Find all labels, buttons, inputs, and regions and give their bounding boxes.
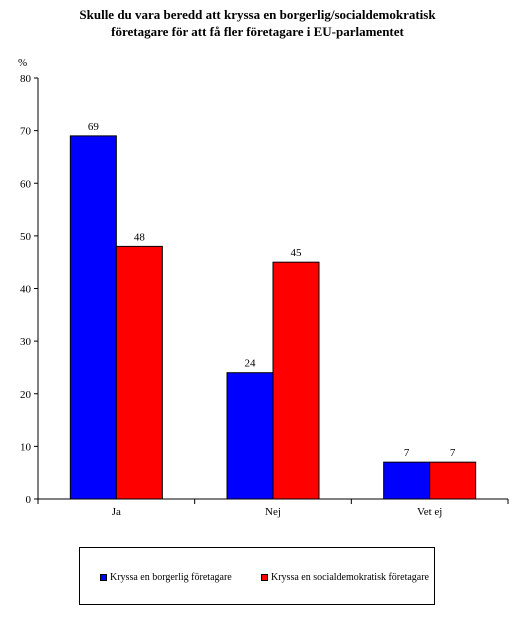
- chart-title-line-2: företagare för att få fler företagare i …: [111, 24, 404, 39]
- y-tick-label: 70: [20, 126, 32, 138]
- bar: [115, 245, 163, 500]
- legend-item-series-1: Kryssa en borgerlig företagare: [100, 572, 232, 583]
- legend-label-series-1: Kryssa en borgerlig företagare: [110, 572, 232, 583]
- y-tick-label: 30: [20, 336, 32, 348]
- y-tick-label: 20: [20, 389, 32, 401]
- y-tick-label: 40: [20, 284, 32, 296]
- bar: [272, 261, 320, 500]
- legend-label-series-2: Kryssa en socialdemokratisk företagare: [271, 572, 429, 583]
- y-tick-label: 0: [26, 494, 32, 506]
- data-label: 24: [245, 358, 257, 370]
- data-label: 7: [450, 447, 456, 459]
- legend-swatch-series-1: [100, 574, 107, 581]
- y-axis-label: %: [18, 57, 27, 69]
- data-label: 7: [404, 447, 410, 459]
- y-tick-label: 50: [20, 231, 32, 243]
- bar: [69, 135, 117, 500]
- chart-title-line-1: Skulle du vara beredd att kryssa en borg…: [79, 7, 436, 22]
- bar: [226, 372, 274, 500]
- data-label: 69: [88, 121, 100, 133]
- legend-swatch-series-2: [261, 574, 268, 581]
- bar-chart: % 0 10 20 30 40 50 60 70 80 Ja 69 48 Nej 24 45 Vet ej 7 7: [18, 57, 509, 518]
- data-label: 45: [291, 247, 303, 259]
- x-tick-label: Nej: [265, 506, 281, 518]
- x-tick-label: Vet ej: [417, 506, 442, 518]
- legend-item-series-2: Kryssa en socialdemokratisk företagare: [261, 572, 429, 583]
- x-tick-label: Ja: [112, 506, 121, 518]
- y-tick-label: 60: [20, 178, 32, 190]
- bar: [429, 461, 477, 500]
- data-label: 48: [134, 231, 146, 243]
- chart-legend: Kryssa en borgerlig företagare Kryssa en…: [79, 547, 435, 605]
- y-tick-label: 80: [20, 73, 32, 85]
- y-tick-label: 10: [20, 441, 32, 453]
- bar: [383, 461, 431, 500]
- chart-title: Skulle du vara beredd att kryssa en borg…: [0, 6, 515, 40]
